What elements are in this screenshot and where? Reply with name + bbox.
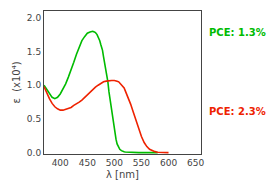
svg-text:400: 400 — [52, 158, 69, 168]
svg-text:600: 600 — [160, 158, 177, 168]
svg-text:2.0: 2.0 — [27, 13, 42, 23]
svg-text:PCE: 2.3%: PCE: 2.3% — [209, 106, 266, 117]
svg-text:ε (x10⁴): ε (x10⁴) — [11, 61, 22, 103]
svg-text:0.5: 0.5 — [27, 114, 41, 124]
svg-text:650: 650 — [187, 158, 204, 168]
svg-text:450: 450 — [79, 158, 96, 168]
svg-text:1.5: 1.5 — [27, 47, 41, 57]
svg-text:500: 500 — [106, 158, 123, 168]
svg-text:λ [nm]: λ [nm] — [106, 169, 139, 180]
svg-text:1.0: 1.0 — [27, 80, 42, 90]
svg-text:0.0: 0.0 — [27, 148, 42, 158]
svg-text:PCE: 1.3%: PCE: 1.3% — [209, 27, 266, 38]
svg-text:550: 550 — [133, 158, 150, 168]
